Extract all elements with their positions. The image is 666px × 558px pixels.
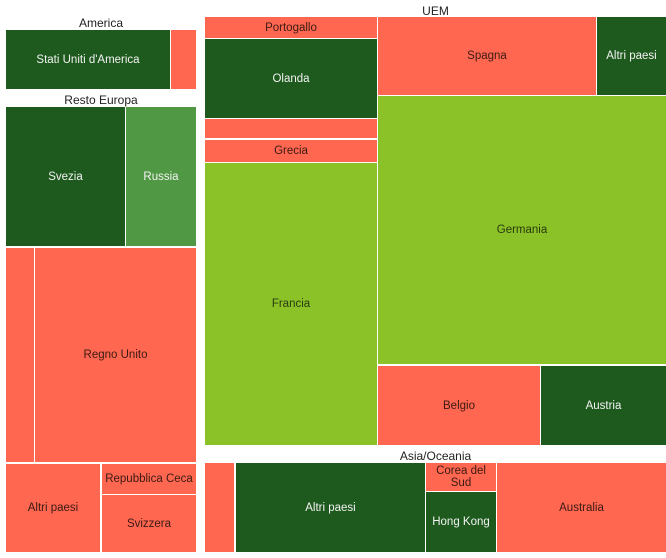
treemap-cell-uem-portogallo[interactable]: Portogallo (205, 17, 377, 38)
treemap-cell-label: Australia (559, 501, 604, 514)
treemap-cell-label: Stati Uniti d'America (36, 53, 140, 66)
treemap-cell-uem-spagna[interactable]: Spagna (378, 17, 596, 95)
treemap-cell-uem-olanda[interactable]: Olanda (205, 39, 377, 118)
treemap-cell-uem-francia[interactable]: Francia (205, 163, 377, 445)
treemap-cell-resto-europa-altri-paesi[interactable]: Altri paesi (6, 464, 100, 552)
treemap-cell-label: Germania (496, 224, 548, 236)
treemap-cell-uem-unlabeled-2[interactable] (205, 119, 377, 138)
treemap-cell-uem-grecia[interactable]: Grecia (205, 140, 377, 162)
treemap-cell-asia-oceania-corea-del-sud[interactable]: Corea del Sud (426, 463, 496, 491)
treemap-cell-uem-altri-paesi[interactable]: Altri paesi (597, 17, 666, 95)
group-title-resto-europa: Resto Europa (64, 93, 138, 107)
treemap-cell-resto-europa-repubblica-ceca[interactable]: Repubblica Ceca (102, 464, 196, 494)
treemap-cell-label: Grecia (274, 145, 308, 157)
group-title-america: America (78, 16, 123, 30)
treemap-cell-label: Spagna (467, 50, 507, 62)
treemap-cell-resto-europa-russia[interactable]: Russia (126, 107, 196, 246)
treemap-cell-label: Svezia (48, 170, 83, 183)
group-title-asia-oceania: Asia/Oceania (399, 449, 472, 463)
treemap-cell-label: Belgio (443, 399, 475, 412)
treemap-cell-resto-europa-unlabeled-2[interactable] (6, 248, 34, 462)
group-title-uem: UEM (422, 4, 449, 18)
treemap-cell-label: Altri paesi (305, 501, 356, 514)
treemap-cell-america-stati-uniti-d-america[interactable]: Stati Uniti d'America (6, 30, 170, 89)
treemap-cell-asia-oceania-hong-kong[interactable]: Hong Kong (426, 492, 496, 552)
treemap-cell-label: Repubblica Ceca (105, 473, 193, 485)
treemap-cell-label: Regno Unito (83, 349, 148, 361)
treemap-cell-uem-belgio[interactable]: Belgio (378, 366, 540, 445)
treemap-cell-label: Altri paesi (27, 502, 79, 514)
treemap-cell-label: Portogallo (265, 21, 317, 34)
treemap-cell-label: Svizzera (126, 517, 172, 530)
treemap-cell-uem-germania[interactable]: Germania (378, 96, 666, 364)
treemap-cell-asia-oceania-australia[interactable]: Australia (497, 463, 666, 552)
treemap-cell-label: Austria (585, 399, 622, 412)
treemap-cell-resto-europa-svizzera[interactable]: Svizzera (102, 495, 196, 552)
treemap-cell-label: Olanda (272, 72, 310, 85)
treemap-cell-resto-europa-regno-unito[interactable]: Regno Unito (35, 248, 196, 462)
treemap-cell-label: Corea del Sud (436, 465, 486, 489)
treemap-cell-resto-europa-svezia[interactable]: Svezia (6, 107, 125, 246)
treemap-cell-asia-oceania-unlabeled-0[interactable] (205, 463, 234, 552)
treemap-cell-label: Francia (271, 298, 311, 310)
treemap-cell-label: Russia (143, 170, 179, 183)
treemap-cell-asia-oceania-altri-paesi[interactable]: Altri paesi (236, 463, 425, 552)
treemap-cell-uem-austria[interactable]: Austria (541, 366, 666, 445)
treemap-cell-label: Hong Kong (432, 516, 490, 528)
treemap-cell-label: Altri paesi (606, 50, 657, 62)
treemap-cell-america-unlabeled-1[interactable] (171, 30, 196, 89)
